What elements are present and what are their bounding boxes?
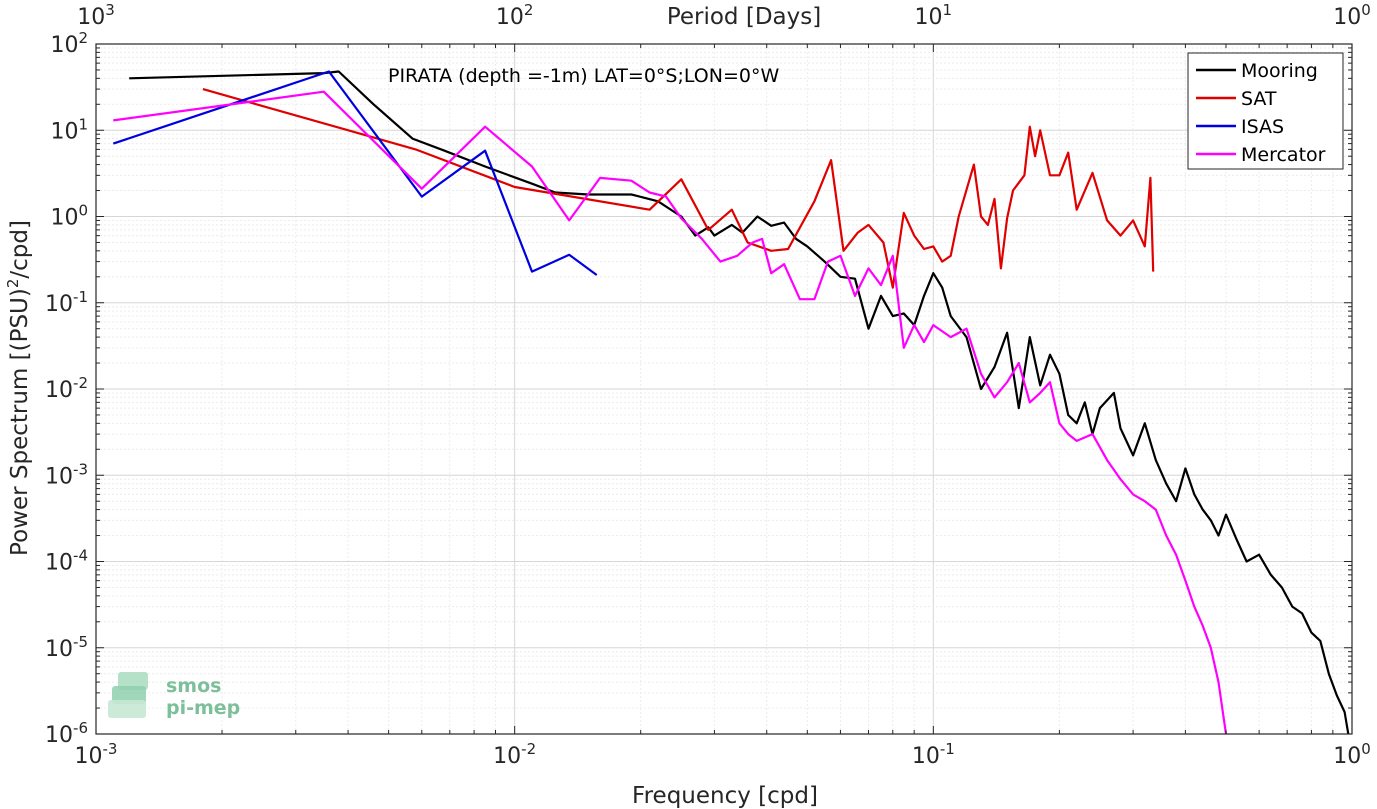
tick-label-base: 10 bbox=[496, 5, 524, 30]
tick-label-base: 10 bbox=[77, 5, 105, 30]
y-tick-label: 10-5 bbox=[45, 633, 88, 662]
y-tick-label: 10-6 bbox=[45, 719, 88, 748]
smos-pi-mep-logo: smos pi-mep bbox=[108, 672, 240, 719]
tick-label-base: 10 bbox=[1333, 744, 1361, 769]
y-tick-label: 10-2 bbox=[45, 374, 88, 403]
x-tick-labels: 10-3 10-2 10-1 100 bbox=[75, 740, 1371, 769]
tick-label-exponent: -1 bbox=[940, 740, 955, 758]
legend-label-isas: ISAS bbox=[1241, 116, 1284, 138]
y-tick-label: 102 bbox=[50, 29, 88, 58]
tick-label-exponent: -2 bbox=[73, 374, 88, 392]
legend-label-sat: SAT bbox=[1241, 88, 1277, 110]
tick-label-base: 10 bbox=[45, 551, 73, 576]
y-axis-label-main: Power Spectrum [(PSU) bbox=[7, 288, 33, 556]
tick-label-base: 10 bbox=[45, 464, 73, 489]
tick-label-base: 10 bbox=[45, 637, 73, 662]
legend: Mooring SAT ISAS Mercator bbox=[1187, 52, 1344, 170]
tick-label-exponent: -3 bbox=[73, 460, 88, 478]
tick-label-exponent: 3 bbox=[105, 1, 115, 19]
y-tick-label: 10-1 bbox=[45, 288, 88, 317]
tick-label-exponent: -4 bbox=[73, 547, 88, 565]
tick-label-exponent: 2 bbox=[524, 1, 534, 19]
x-tick-label: 10-3 bbox=[75, 740, 118, 769]
tick-label-base: 10 bbox=[75, 744, 103, 769]
tick-label-exponent: -2 bbox=[521, 740, 536, 758]
tick-label-exponent: 1 bbox=[943, 1, 953, 19]
x-tick-label: 100 bbox=[1333, 740, 1371, 769]
x-tick-label: 10-2 bbox=[493, 740, 536, 769]
tick-marks bbox=[95, 43, 1353, 735]
tick-label-exponent: 2 bbox=[78, 29, 88, 47]
tick-label-exponent: 0 bbox=[1361, 1, 1371, 19]
logo-text-pi-mep: pi-mep bbox=[166, 697, 240, 719]
legend-label-mercator: Mercator bbox=[1241, 144, 1326, 166]
tick-label-base: 10 bbox=[45, 292, 73, 317]
grid bbox=[95, 43, 1353, 735]
series-line-mercator bbox=[113, 90, 1228, 735]
tick-label-base: 10 bbox=[50, 206, 78, 231]
y-axis-label-superscript: 2 bbox=[4, 279, 22, 289]
top-tick-label: 100 bbox=[1333, 1, 1371, 30]
x-tick-label: 10-1 bbox=[912, 740, 955, 769]
tick-label-base: 10 bbox=[50, 119, 78, 144]
top-tick-label: 103 bbox=[77, 1, 115, 30]
x-axis-label: Frequency [cpd] bbox=[632, 783, 818, 809]
tick-label-exponent: 0 bbox=[1361, 740, 1371, 758]
tick-label-base: 10 bbox=[50, 33, 78, 58]
tick-label-exponent: -6 bbox=[73, 719, 88, 737]
y-tick-label: 10-4 bbox=[45, 547, 88, 576]
tick-label-exponent: -1 bbox=[73, 288, 88, 306]
top-axis-label: Period [Days] bbox=[667, 4, 821, 30]
top-tick-label: 101 bbox=[915, 1, 953, 30]
top-tick-labels: 103 102 101 100 bbox=[77, 1, 1371, 30]
logo-mark bbox=[108, 700, 146, 718]
tick-label-base: 10 bbox=[45, 723, 73, 748]
y-tick-label: 100 bbox=[50, 202, 88, 231]
logo-text-smos: smos bbox=[166, 675, 221, 697]
logo-mark bbox=[112, 686, 146, 704]
tick-label-base: 10 bbox=[915, 5, 943, 30]
series-lines bbox=[112, 70, 1350, 735]
series-line-sat bbox=[202, 88, 1155, 289]
chart-title: PIRATA (depth =-1m) LAT=0°S;LON=0°W bbox=[388, 65, 779, 87]
tick-label-base: 10 bbox=[45, 378, 73, 403]
tick-label-exponent: -3 bbox=[103, 740, 118, 758]
tick-label-base: 10 bbox=[1333, 5, 1361, 30]
tick-label-exponent: 1 bbox=[78, 115, 88, 133]
tick-label-base: 10 bbox=[912, 744, 940, 769]
y-axis-label: Power Spectrum [(PSU)2/cpd] bbox=[4, 220, 33, 556]
y-tick-label: 101 bbox=[50, 115, 88, 144]
top-tick-label: 102 bbox=[496, 1, 534, 30]
y-tick-label: 10-3 bbox=[45, 460, 88, 489]
legend-label-mooring: Mooring bbox=[1241, 60, 1318, 82]
tick-label-exponent: 0 bbox=[78, 202, 88, 220]
tick-label-base: 10 bbox=[493, 744, 521, 769]
tick-label-exponent: -5 bbox=[73, 633, 88, 651]
y-axis-label-unit: /cpd] bbox=[7, 220, 33, 279]
series-line-isas bbox=[112, 70, 598, 276]
legend-box bbox=[1187, 52, 1344, 170]
logo-mark bbox=[118, 672, 148, 690]
